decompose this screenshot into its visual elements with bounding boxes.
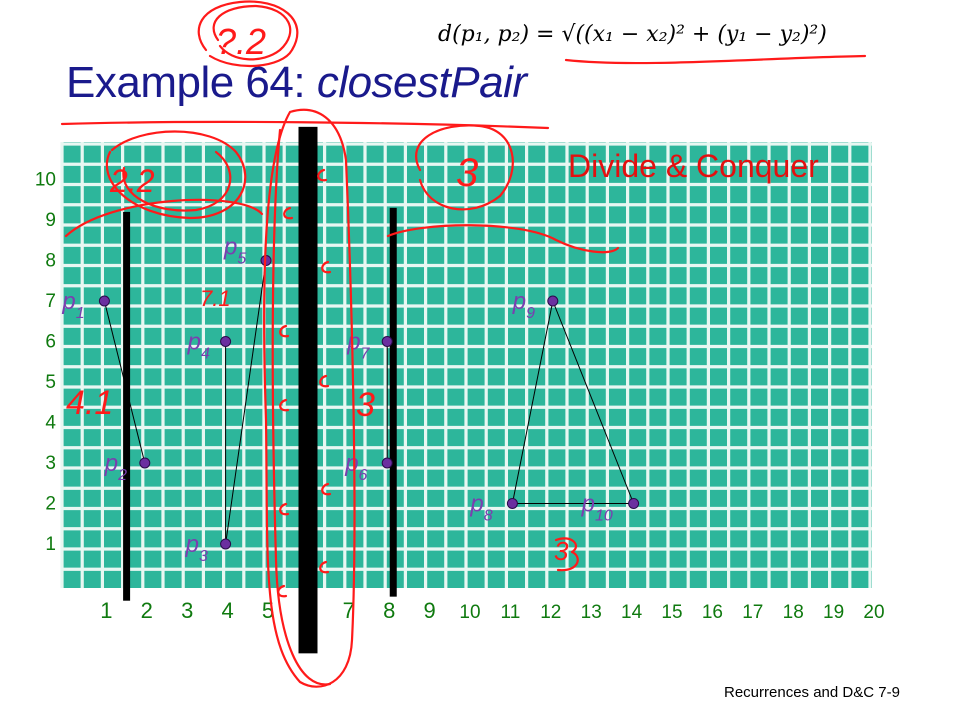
ink-tick [319, 560, 330, 574]
y-tick-label: 10 [35, 170, 56, 191]
ink-tick [279, 398, 290, 412]
point-label-subscript: 7 [361, 345, 371, 362]
ink-tick [321, 482, 332, 496]
x-tick-label: 3 [181, 598, 193, 623]
ink-annotation: 2.2 [109, 163, 155, 199]
ink-tick [279, 324, 290, 338]
x-tick-label: 8 [383, 598, 395, 623]
point-label-subscript: 10 [595, 507, 613, 524]
divider-line [389, 207, 397, 597]
ink-annotation: 3 [456, 151, 478, 195]
point-label-subscript: 1 [76, 305, 85, 322]
point-p7 [381, 336, 393, 347]
x-tick-label: 9 [423, 598, 435, 623]
ink-annotation: 3 [356, 386, 375, 424]
point-p8 [506, 498, 518, 509]
title-emph: closestPair [316, 58, 527, 107]
slide-footer: Recurrences and D&C 7-9 [724, 684, 900, 701]
ink-stroke [263, 108, 356, 688]
divide-and-conquer-label: Divide & Conquer [568, 148, 819, 184]
y-tick-label: 9 [45, 210, 56, 231]
point-p10 [628, 498, 640, 509]
y-tick-label: 8 [45, 251, 56, 272]
ink-stroke [197, 0, 299, 68]
ink-tick [317, 168, 328, 182]
x-tick-label: 1 [100, 598, 112, 623]
ink-stroke [212, 4, 292, 61]
ink-stroke [415, 124, 514, 211]
grid-lines [60, 142, 872, 588]
x-tick-label: 20 [863, 602, 884, 623]
y-tick-labels: 1 2 3 4 5 6 7 8 9 10 [35, 170, 57, 556]
pair-segments [103, 260, 635, 545]
handwritten-annotations: ?.2 2.2 3 4.1 7.1 3 3 [66, 21, 569, 566]
x-tick-label: 16 [702, 602, 723, 623]
x-tick-label: 2 [141, 598, 153, 623]
pair-segment [103, 300, 146, 464]
point-p3 [220, 538, 232, 550]
ink-tick [321, 260, 332, 274]
x-tick-label: 18 [783, 602, 804, 623]
x-tick-labels: 1 2 3 4 5 7 8 9 10 11 12 13 14 15 16 17 18 19 20 [100, 598, 884, 623]
y-tick-label: 1 [45, 534, 56, 555]
point-label-subscript: 9 [526, 305, 535, 322]
pair-segment [511, 300, 554, 504]
x-tick-label: 17 [742, 602, 763, 623]
distance-formula: d(p₁, p₂) = √((x₁ − x₂)² + (y₁ − y₂)²) [438, 22, 827, 47]
y-tick-label: 7 [45, 291, 56, 312]
slide-title: Example 64: closestPair [66, 58, 527, 108]
divider-lines [123, 126, 397, 654]
point-p9 [547, 295, 559, 307]
ink-stroke [122, 150, 232, 212]
ink-annotation: ?.2 [216, 21, 266, 62]
y-tick-label: 5 [45, 372, 56, 393]
ink-tick [279, 502, 290, 516]
ink-stroke [271, 128, 332, 686]
x-tick-label: 13 [581, 602, 602, 623]
y-tick-label: 2 [45, 494, 56, 515]
point-p6 [381, 457, 393, 469]
point-label-subscript: 4 [201, 345, 210, 362]
point-p2 [139, 457, 151, 469]
x-tick-label: 11 [501, 602, 521, 623]
ink-annotation: 3 [554, 536, 569, 566]
x-tick-label: 7 [343, 598, 355, 623]
ink-tick [277, 584, 288, 598]
divider-line [123, 211, 131, 601]
x-tick-label: 4 [221, 598, 233, 623]
x-tick-label: 12 [540, 602, 561, 623]
point-label-subscript: 6 [359, 467, 368, 484]
x-tick-label: 15 [661, 602, 682, 623]
ink-stroke [64, 198, 264, 238]
ink-stroke [554, 537, 579, 572]
data-points [98, 255, 640, 550]
point-label-subscript: 3 [199, 548, 208, 565]
point-p1 [98, 295, 110, 307]
ink-annotation: 4.1 [66, 384, 113, 422]
ink-tick [283, 206, 294, 220]
divider-line [298, 126, 318, 654]
point-label-subscript: 5 [237, 250, 246, 267]
y-tick-label: 3 [45, 453, 56, 474]
ink-stroke [386, 224, 620, 254]
point-label-subscript: 2 [117, 467, 127, 484]
ink-stroke [105, 130, 247, 220]
ink-annotation: 7.1 [200, 286, 231, 311]
pair-segment [225, 260, 267, 545]
x-tick-label: 19 [823, 602, 844, 623]
y-tick-label: 4 [45, 413, 56, 434]
handwritten-ink [60, 0, 867, 688]
x-tick-label: 10 [459, 602, 480, 623]
point-p4 [220, 336, 232, 347]
pair-segment [552, 300, 635, 504]
ink-stroke [564, 54, 867, 65]
y-tick-label: 6 [45, 332, 56, 353]
x-tick-label: 14 [621, 602, 643, 623]
ink-tick [319, 374, 330, 388]
point-label-subscript: 8 [484, 507, 493, 524]
title-prefix: Example 64: [66, 58, 317, 107]
